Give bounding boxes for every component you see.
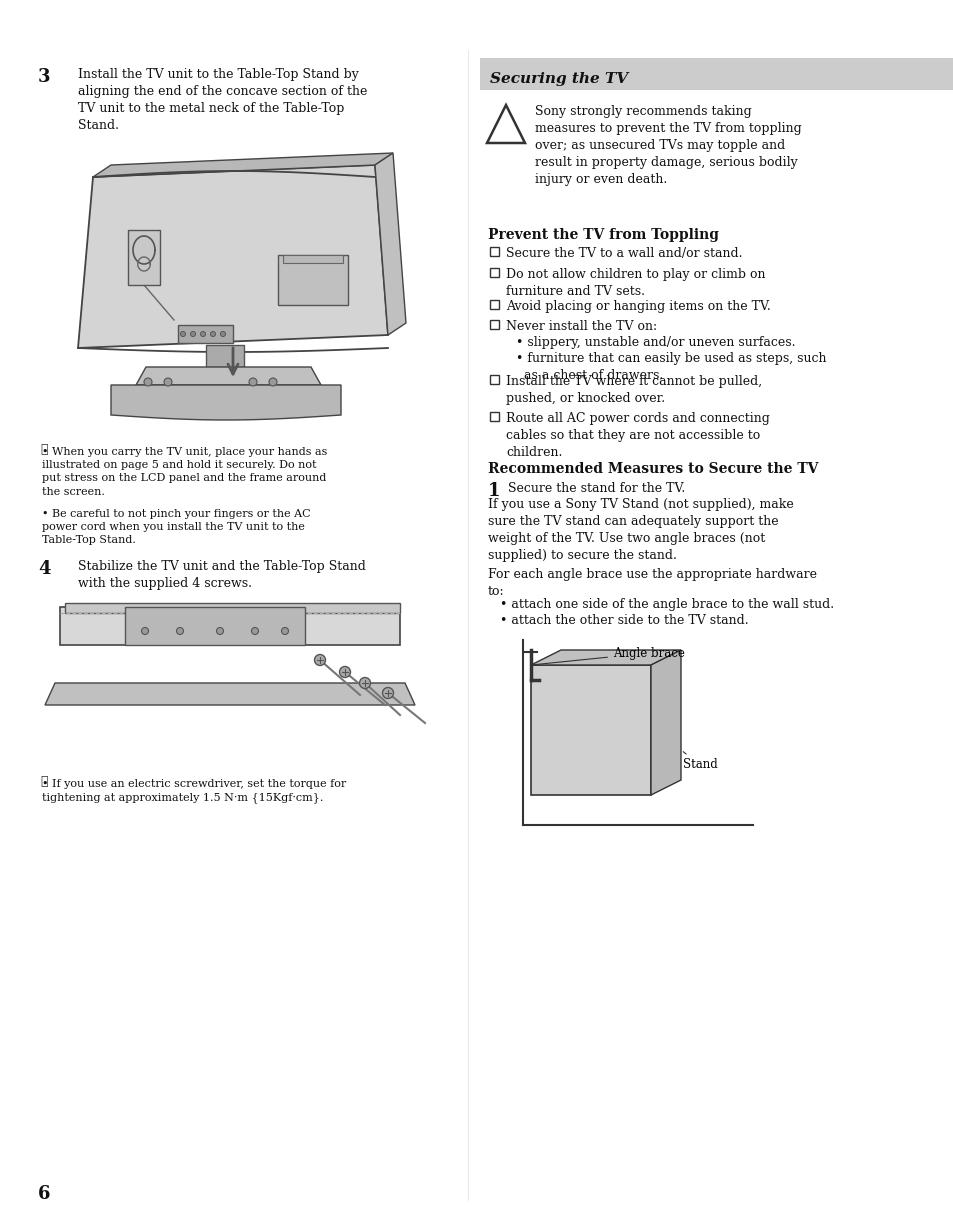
Bar — [206, 346, 244, 368]
Text: Install the TV where it cannot be pulled,
pushed, or knocked over.: Install the TV where it cannot be pulled… — [505, 375, 761, 405]
Bar — [283, 255, 343, 263]
Text: Never install the TV on:: Never install the TV on: — [505, 320, 657, 333]
Circle shape — [359, 678, 370, 689]
Bar — [125, 607, 305, 645]
Text: Sony strongly recommends taking
measures to prevent the TV from toppling
over; a: Sony strongly recommends taking measures… — [535, 105, 801, 186]
Text: For each angle brace use the appropriate hardware
to:: For each angle brace use the appropriate… — [488, 568, 816, 598]
Polygon shape — [92, 153, 393, 177]
Circle shape — [144, 379, 152, 386]
Text: Do not allow children to play or climb on
furniture and TV sets.: Do not allow children to play or climb o… — [505, 267, 764, 298]
Bar — [178, 325, 233, 343]
Circle shape — [176, 628, 183, 635]
Bar — [490, 320, 498, 328]
Text: • slippery, unstable and/or uneven surfaces.: • slippery, unstable and/or uneven surfa… — [516, 336, 795, 349]
Text: !: ! — [502, 120, 509, 137]
Text: Stand: Stand — [682, 752, 717, 772]
Text: Install the TV unit to the Table-Top Stand by
aligning the end of the concave se: Install the TV unit to the Table-Top Sta… — [78, 68, 367, 132]
Bar — [128, 230, 160, 284]
Polygon shape — [136, 368, 320, 385]
Circle shape — [191, 331, 195, 337]
Text: Securing the TV: Securing the TV — [490, 72, 628, 85]
Text: 📝: 📝 — [40, 443, 48, 455]
Text: Recommended Measures to Secure the TV: Recommended Measures to Secure the TV — [488, 462, 818, 476]
Circle shape — [164, 379, 172, 386]
Circle shape — [269, 379, 276, 386]
Circle shape — [339, 667, 350, 678]
Polygon shape — [78, 165, 388, 348]
Text: • Be careful to not pinch your fingers or the AC
power cord when you install the: • Be careful to not pinch your fingers o… — [42, 509, 311, 546]
Text: 4: 4 — [38, 560, 51, 578]
Text: Stabilize the TV unit and the Table-Top Stand
with the supplied 4 screws.: Stabilize the TV unit and the Table-Top … — [78, 560, 366, 590]
Bar — [479, 59, 953, 90]
Circle shape — [252, 628, 258, 635]
Text: If you use a Sony TV Stand (not supplied), make
sure the TV stand can adequately: If you use a Sony TV Stand (not supplied… — [488, 498, 793, 562]
Text: Avoid placing or hanging items on the TV.: Avoid placing or hanging items on the TV… — [505, 300, 770, 313]
Text: 📝: 📝 — [40, 775, 48, 788]
Circle shape — [220, 331, 225, 337]
Bar — [531, 665, 650, 795]
Bar — [490, 267, 498, 277]
Circle shape — [281, 628, 288, 635]
Text: • If you use an electric screwdriver, set the torque for
tightening at approxima: • If you use an electric screwdriver, se… — [42, 779, 346, 803]
Circle shape — [141, 628, 149, 635]
Bar — [490, 300, 498, 309]
Bar — [65, 603, 399, 613]
Text: Secure the stand for the TV.: Secure the stand for the TV. — [507, 482, 684, 495]
Circle shape — [180, 331, 185, 337]
Bar — [490, 375, 498, 383]
Text: • attach the other side to the TV stand.: • attach the other side to the TV stand. — [499, 614, 748, 628]
Circle shape — [314, 654, 325, 665]
Circle shape — [200, 331, 205, 337]
Polygon shape — [45, 683, 415, 705]
Polygon shape — [375, 153, 406, 335]
Circle shape — [216, 628, 223, 635]
Text: • attach one side of the angle brace to the wall stud.: • attach one side of the angle brace to … — [499, 598, 833, 610]
Text: Secure the TV to a wall and/or stand.: Secure the TV to a wall and/or stand. — [505, 247, 741, 260]
Text: • furniture that can easily be used as steps, such
  as a chest of drawers.: • furniture that can easily be used as s… — [516, 352, 825, 382]
Text: 6: 6 — [38, 1186, 51, 1203]
Polygon shape — [111, 385, 340, 420]
Circle shape — [382, 687, 393, 698]
Bar — [490, 247, 498, 256]
Text: 3: 3 — [38, 68, 51, 85]
Text: Prevent the TV from Toppling: Prevent the TV from Toppling — [488, 228, 719, 242]
Bar — [490, 411, 498, 421]
Text: Route all AC power cords and connecting
cables so that they are not accessible t: Route all AC power cords and connecting … — [505, 411, 769, 459]
Bar — [60, 607, 399, 645]
Text: • When you carry the TV unit, place your hands as
illustrated on page 5 and hold: • When you carry the TV unit, place your… — [42, 447, 327, 497]
Bar — [277, 255, 348, 305]
Polygon shape — [531, 650, 680, 665]
Circle shape — [211, 331, 215, 337]
Text: 1: 1 — [488, 482, 500, 501]
Polygon shape — [486, 105, 524, 143]
Polygon shape — [650, 650, 680, 795]
Circle shape — [249, 379, 256, 386]
Text: Angle brace: Angle brace — [534, 646, 684, 664]
